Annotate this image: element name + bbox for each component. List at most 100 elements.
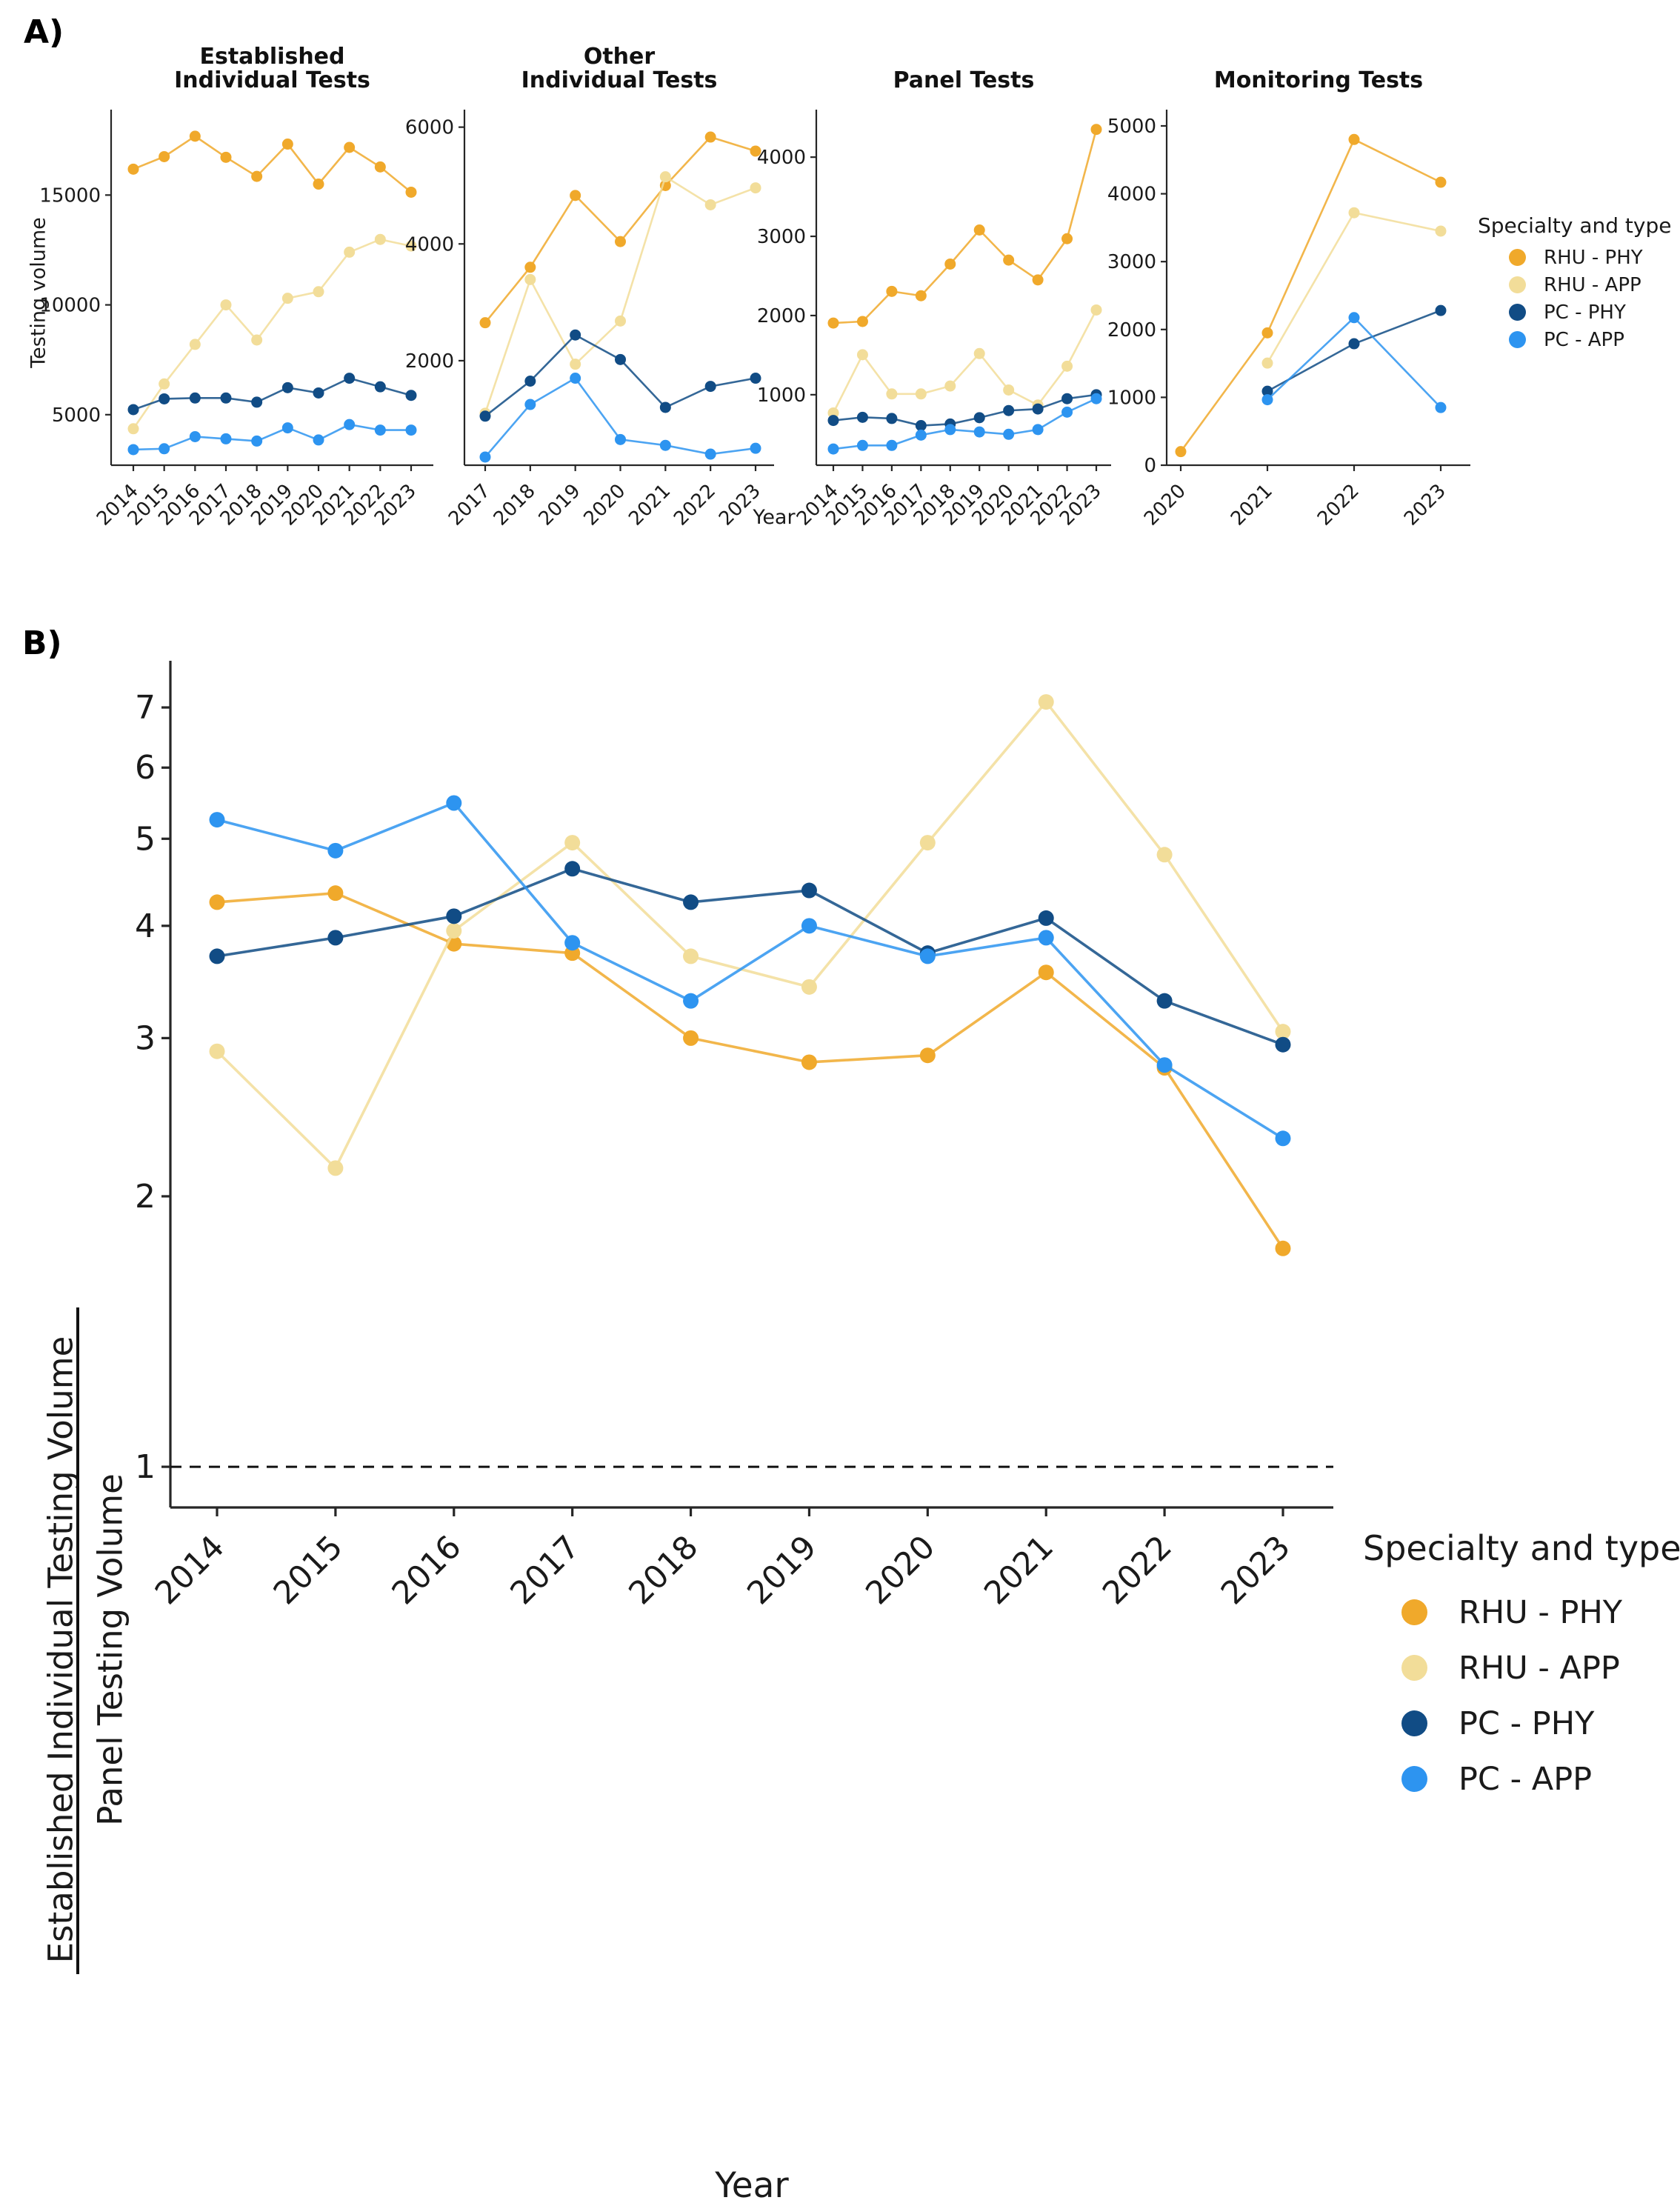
chart-title: Individual Tests xyxy=(521,67,718,93)
y-tick-label: 6000 xyxy=(405,117,454,139)
data-point xyxy=(1156,847,1173,863)
y-tick-label: 3000 xyxy=(757,226,806,248)
data-point xyxy=(327,1160,344,1176)
data-point xyxy=(405,186,417,198)
data-point xyxy=(159,443,170,455)
chart-title: Monitoring Tests xyxy=(1214,67,1423,93)
data-point xyxy=(251,334,263,346)
x-tick-label: 2021 xyxy=(624,480,675,530)
legend-color-dot-icon xyxy=(1509,276,1526,293)
data-point xyxy=(919,948,936,964)
data-point xyxy=(479,317,491,329)
legend-item-pc-app: PC - APP xyxy=(1478,326,1671,353)
data-point xyxy=(801,918,817,934)
y-tick-label: 3000 xyxy=(1107,251,1156,273)
y-tick-label: 10000 xyxy=(39,295,101,317)
x-tick-label: 2023 xyxy=(1214,1528,1298,1612)
data-point xyxy=(1090,393,1102,404)
legend-color-dot-icon xyxy=(1401,1655,1427,1681)
y-tick-label: 2000 xyxy=(405,350,454,373)
data-point xyxy=(1003,254,1015,266)
legend-item-label: RHU - APP xyxy=(1544,273,1641,296)
legend-item-label: PC - PHY xyxy=(1459,1705,1595,1742)
data-point xyxy=(856,439,868,451)
data-point xyxy=(1275,1130,1291,1147)
x-tick-label: 2017 xyxy=(504,1528,587,1612)
data-point xyxy=(524,261,536,273)
legend-color-dot-icon xyxy=(1401,1599,1427,1625)
data-point xyxy=(1156,993,1173,1009)
data-point xyxy=(683,948,699,964)
data-point xyxy=(1348,338,1360,350)
data-point xyxy=(1275,1036,1291,1053)
series-line-rhu-phy xyxy=(833,129,1098,324)
data-point xyxy=(127,163,139,175)
chart-title: Individual Tests xyxy=(174,67,370,93)
data-point xyxy=(1032,424,1044,436)
data-point xyxy=(1275,1024,1291,1040)
data-point xyxy=(1003,384,1015,396)
y-tick-label: 5000 xyxy=(1107,116,1156,138)
y-tick-label: 1000 xyxy=(1107,387,1156,409)
data-point xyxy=(659,401,671,413)
data-point xyxy=(281,293,293,304)
data-point xyxy=(209,812,225,828)
fraction-bar-divider xyxy=(76,1307,79,1974)
x-tick-label: 2019 xyxy=(740,1528,824,1612)
y-tick-label: 4 xyxy=(135,907,156,945)
series-line-pc-phy xyxy=(216,867,1284,1046)
data-point xyxy=(220,151,232,163)
data-point xyxy=(944,258,956,270)
data-point xyxy=(1032,403,1044,415)
y-tick-label: 1 xyxy=(135,1448,156,1486)
data-point xyxy=(405,390,417,401)
legend-item-pc-phy: PC - PHY xyxy=(1363,1696,1680,1751)
panel-b: B) Established Individual Testing Volume… xyxy=(0,563,1680,2206)
data-point xyxy=(915,388,927,400)
data-point xyxy=(973,412,985,424)
data-point xyxy=(159,393,170,404)
data-point xyxy=(405,424,417,436)
legend-item-rhu-app: RHU - APP xyxy=(1478,271,1671,299)
data-point xyxy=(1003,404,1015,416)
data-point xyxy=(159,378,170,390)
panel-b-label: B) xyxy=(22,624,62,662)
data-point xyxy=(220,299,232,311)
data-point xyxy=(1261,385,1273,397)
data-point xyxy=(127,423,139,435)
x-tick-label: 2022 xyxy=(1313,480,1364,530)
series-line-rhu-app xyxy=(132,238,412,430)
chart-monitoring-tests: Monitoring Tests 0 1000 2000 3000 4000 5000 202… xyxy=(1107,67,1470,530)
data-point xyxy=(683,1030,699,1046)
data-point xyxy=(479,451,491,463)
chart-title: Panel Tests xyxy=(893,67,1035,93)
data-point xyxy=(209,948,225,964)
y-tick-label: 3 xyxy=(135,1019,156,1057)
x-tick-label: 2014 xyxy=(148,1528,232,1612)
legend-title: Specialty and type xyxy=(1478,213,1672,238)
series-line-pc-phy xyxy=(133,377,412,411)
data-point xyxy=(570,373,581,384)
data-point xyxy=(374,424,386,436)
data-point xyxy=(327,930,344,946)
data-point xyxy=(973,426,985,438)
x-tick-label: 2018 xyxy=(622,1528,706,1612)
data-point xyxy=(1038,930,1054,946)
data-point xyxy=(704,448,716,460)
x-tick-label: 2022 xyxy=(1096,1528,1179,1612)
data-point xyxy=(1038,964,1054,981)
data-point xyxy=(827,443,839,455)
data-point xyxy=(479,410,491,422)
data-point xyxy=(1038,694,1054,710)
series-line-rhu-app xyxy=(216,699,1284,1170)
data-point xyxy=(374,233,386,245)
x-tick-label: 2023 xyxy=(1400,480,1450,530)
legend-item-rhu-app: RHU - APP xyxy=(1363,1640,1680,1696)
data-point xyxy=(856,349,868,361)
legend-color-dot-icon xyxy=(1509,331,1526,348)
y-tick-label: 7 xyxy=(135,689,156,727)
data-point xyxy=(750,442,761,454)
y-tick-label: 6 xyxy=(135,749,156,787)
data-point xyxy=(1061,360,1073,372)
